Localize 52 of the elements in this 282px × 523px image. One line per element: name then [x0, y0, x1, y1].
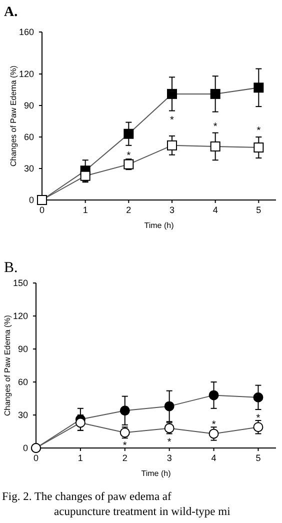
- annotation: *: [256, 126, 261, 136]
- x-tick-label: 3: [166, 453, 172, 463]
- annotation: *: [213, 121, 218, 132]
- caption: Fig. 2. The changes of paw edema af: [2, 491, 172, 503]
- x-tick-label: 2: [126, 205, 132, 215]
- annotation: *: [126, 150, 131, 162]
- annotation: *: [167, 437, 172, 448]
- x-tick-label: 1: [82, 205, 88, 215]
- point: [120, 406, 130, 416]
- x-tick-label: 4: [212, 205, 218, 215]
- point: [208, 390, 219, 400]
- x-tick-label: 5: [256, 453, 261, 463]
- x-tick-label: 4: [211, 453, 216, 463]
- x-tick-label: 5: [256, 205, 262, 215]
- y-tick-label: 0: [22, 443, 28, 454]
- point: [254, 82, 264, 93]
- x-axis-title: Time (h): [141, 469, 172, 478]
- point: [164, 401, 174, 412]
- y-tick-label: 60: [18, 377, 28, 388]
- y-tick-label: 120: [18, 69, 34, 80]
- point: [210, 88, 220, 99]
- point: [254, 142, 264, 152]
- annotation: *: [212, 420, 216, 430]
- x-tick-label: 2: [122, 453, 128, 463]
- y-tick-label: 30: [24, 164, 34, 174]
- point: [210, 141, 220, 152]
- annotation: *: [122, 440, 127, 452]
- point: [75, 418, 86, 428]
- y-tick-label: 90: [18, 344, 28, 354]
- y-axis-title: Changes of Paw Edema (%): [3, 314, 12, 416]
- y-tick-label: 30: [18, 410, 28, 420]
- point: [124, 128, 134, 139]
- chart-title: B.: [4, 260, 18, 276]
- text: acupuncture treatment in wild-type mi: [54, 506, 230, 518]
- point: [167, 140, 177, 150]
- y-tick-label: 60: [24, 132, 34, 142]
- point: [167, 88, 177, 99]
- y-tick-label: 150: [12, 278, 28, 288]
- annotation: *: [256, 412, 260, 424]
- y-tick-label: 160: [18, 27, 34, 38]
- chart-title: A.: [4, 5, 18, 20]
- y-tick-label: 0: [28, 195, 34, 206]
- x-axis-title: Time (h): [144, 221, 174, 230]
- annotation: *: [170, 115, 174, 126]
- y-axis-title: Changes of Paw Edema (%): [9, 65, 18, 166]
- x-tick-label: 0: [39, 205, 45, 215]
- point: [253, 422, 264, 432]
- x-tick-label: 3: [169, 205, 175, 215]
- y-tick-label: 120: [12, 311, 28, 322]
- y-tick-label: 90: [24, 100, 34, 111]
- point: [253, 392, 264, 402]
- x-tick-label: 1: [78, 453, 83, 463]
